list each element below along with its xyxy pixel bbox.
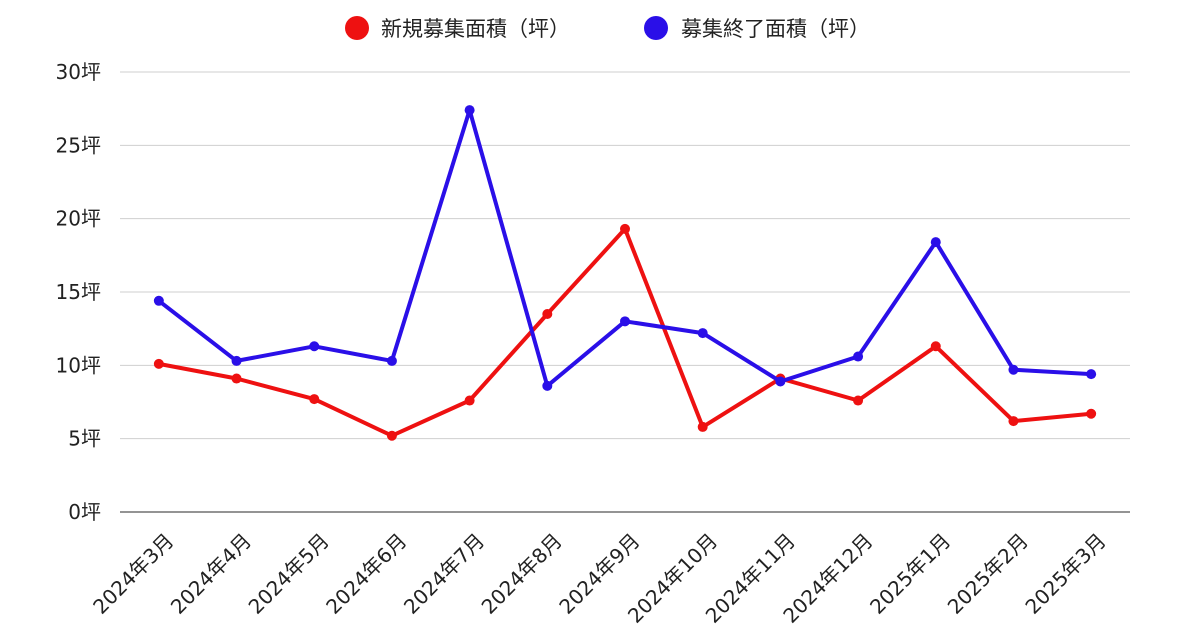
data-point [386, 430, 397, 441]
y-tick-label: 5坪 [68, 427, 101, 451]
y-tick-label: 25坪 [56, 133, 101, 157]
data-point [853, 395, 864, 406]
x-tick-label: 2024年4月 [166, 529, 256, 619]
x-tick-label: 2025年3月 [1020, 529, 1110, 619]
data-point [153, 295, 164, 306]
legend-item: 新規募集面積（坪） [345, 16, 570, 41]
x-tick-label: 2024年3月 [88, 529, 178, 619]
data-point [231, 373, 242, 384]
y-tick-label: 30坪 [56, 60, 101, 84]
data-point [620, 223, 630, 234]
series-2 [153, 105, 1097, 391]
data-point [309, 394, 320, 405]
data-point [153, 358, 164, 369]
data-point [1008, 364, 1019, 375]
data-point [853, 351, 864, 362]
y-axis-ticks: 0坪 5坪 10坪 15坪 20坪 25坪 30坪 [56, 60, 101, 524]
x-tick-label: 2024年8月 [477, 529, 567, 619]
legend-label: 新規募集面積（坪） [381, 17, 570, 41]
x-tick-label: 2024年7月 [399, 529, 489, 619]
data-point [542, 380, 553, 391]
y-tick-label: 15坪 [56, 280, 101, 304]
legend-marker [345, 16, 369, 40]
x-axis-ticks: 2024年3月2024年4月2024年5月2024年6月2024年7月2024年… [88, 529, 1111, 628]
data-point [930, 341, 941, 352]
data-point [697, 328, 708, 339]
series-1 [153, 223, 1097, 441]
legend: 新規募集面積（坪） 募集終了面積（坪） [345, 16, 870, 41]
series-lines [153, 105, 1097, 441]
data-point [464, 395, 475, 406]
y-tick-label: 10坪 [56, 353, 101, 377]
series-line [156, 108, 1094, 388]
data-point [1086, 369, 1097, 380]
x-tick-label: 2025年1月 [865, 529, 955, 619]
legend-item: 募集終了面積（坪） [644, 16, 870, 41]
data-point [775, 376, 786, 387]
data-point [930, 237, 941, 248]
data-point [620, 316, 630, 327]
x-tick-label: 2024年5月 [244, 529, 334, 619]
y-tick-label: 20坪 [56, 207, 101, 231]
gridlines [120, 71, 1130, 513]
data-point [1086, 408, 1097, 419]
data-point [231, 355, 242, 366]
data-point [386, 355, 397, 366]
y-tick-label: 0坪 [68, 500, 101, 524]
data-point [309, 341, 320, 352]
data-point [1008, 416, 1019, 427]
x-tick-label: 2024年6月 [321, 529, 411, 619]
series-line [156, 226, 1094, 438]
data-point [542, 309, 553, 319]
data-point [697, 421, 708, 432]
x-tick-label: 2025年2月 [943, 529, 1033, 619]
legend-marker [644, 16, 668, 40]
data-point [464, 105, 475, 116]
legend-label: 募集終了面積（坪） [681, 17, 870, 41]
